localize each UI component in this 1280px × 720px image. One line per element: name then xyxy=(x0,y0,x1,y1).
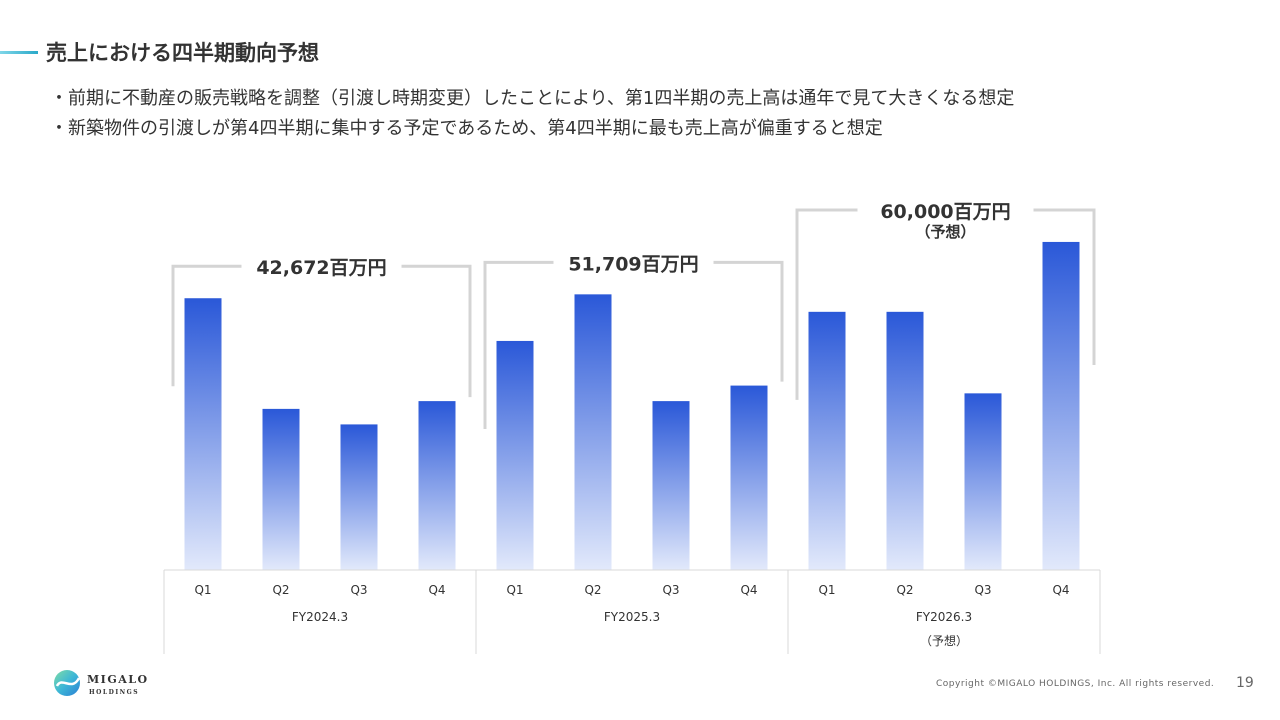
bracket-right xyxy=(1033,208,1096,365)
x-tick-label: Q3 xyxy=(974,583,991,597)
bar xyxy=(262,408,300,570)
x-tick-label: Q1 xyxy=(818,583,835,597)
bar xyxy=(730,385,768,570)
logo-wordmark: MIGALO xyxy=(87,673,149,686)
bullet-item: ・新築物件の引渡しが第4四半期に集中する予定であるため、第4四半期に最も売上高が… xyxy=(50,118,883,139)
bar xyxy=(808,311,846,570)
group-total-note: （予想） xyxy=(915,223,975,241)
group-total-label: 42,672百万円 xyxy=(256,257,386,279)
bar xyxy=(340,424,378,570)
migalo-swirl-icon: MIGALO HOLDINGS xyxy=(54,670,149,696)
bar xyxy=(574,294,612,570)
bracket-left xyxy=(171,264,242,387)
x-tick-label: Q1 xyxy=(506,583,523,597)
group-label: FY2026.3 xyxy=(916,610,972,624)
bracket-right xyxy=(713,260,784,382)
page-number: 19 xyxy=(1236,675,1254,691)
bullet-list: ・前期に不動産の販売戦略を調整（引渡し時期変更）したことにより、第1四半期の売上… xyxy=(50,84,1014,144)
page-title: 売上における四半期動向予想 xyxy=(46,41,319,65)
x-tick-label: Q3 xyxy=(662,583,679,597)
title-accent-line xyxy=(0,51,38,54)
x-tick-label: Q2 xyxy=(272,583,289,597)
x-tick-label: Q4 xyxy=(1052,583,1069,597)
bar xyxy=(1042,241,1080,571)
bar xyxy=(964,393,1002,570)
bar xyxy=(418,401,456,570)
group-total-label: 51,709百万円 xyxy=(568,253,698,275)
bracket-left xyxy=(483,260,554,429)
x-tick-label: Q2 xyxy=(584,583,601,597)
group-sublabel: （予想） xyxy=(920,633,968,648)
logo-submark: HOLDINGS xyxy=(89,689,139,696)
bar xyxy=(652,401,690,570)
bar xyxy=(496,340,534,570)
x-tick-label: Q4 xyxy=(428,583,445,597)
bracket-left xyxy=(795,208,858,400)
bullet-item: ・前期に不動産の販売戦略を調整（引渡し時期変更）したことにより、第1四半期の売上… xyxy=(50,88,1015,109)
x-tick-label: Q2 xyxy=(896,583,913,597)
company-logo: MIGALO HOLDINGS xyxy=(52,666,152,704)
x-tick-label: Q4 xyxy=(740,583,757,597)
bracket-right xyxy=(401,264,472,398)
x-tick-label: Q1 xyxy=(194,583,211,597)
bar xyxy=(886,311,924,570)
copyright-notice: Copyright ©MIGALO HOLDINGS, Inc. All rig… xyxy=(936,679,1215,689)
bar xyxy=(184,298,222,570)
x-tick-label: Q3 xyxy=(350,583,367,597)
group-label: FY2024.3 xyxy=(292,610,348,624)
group-label: FY2025.3 xyxy=(604,610,660,624)
group-total-label: 60,000百万円 xyxy=(880,201,1010,223)
